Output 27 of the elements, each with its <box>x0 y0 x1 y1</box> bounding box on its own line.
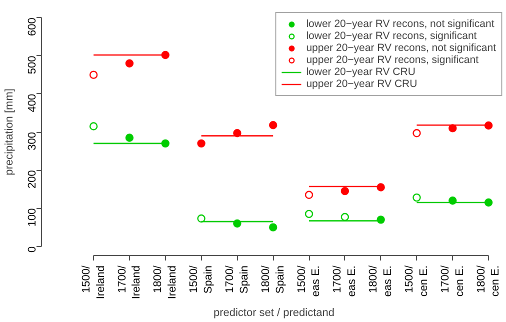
y-tick-label: 0 <box>26 246 38 252</box>
y-tick-label: 400 <box>26 94 38 112</box>
x-tick-label: 1500/ eas E. <box>296 264 322 297</box>
x-tick-label: 1700/ Spain <box>224 264 250 294</box>
y-axis-title: precipitation [mm] <box>4 88 16 176</box>
legend-label: lower 20−year RV recons, not significant <box>306 18 494 30</box>
y-tick-label: 500 <box>26 56 38 74</box>
legend-label: upper 20−year RV recons, not significant <box>306 42 496 54</box>
legend-label: lower 20−year RV recons, significant <box>306 30 477 42</box>
x-tick-label: 1500/ cen E. <box>404 264 430 297</box>
y-tick-label: 600 <box>26 18 38 36</box>
legend-label: upper 20−year RV recons, significant <box>306 54 478 66</box>
x-axis-title: predictor set / predictand <box>213 307 335 320</box>
y-tick-label: 200 <box>26 170 38 188</box>
x-tick-label: 1800/ Ireland <box>152 264 179 300</box>
x-tick-label: 1700/ cen E. <box>439 264 466 297</box>
x-tick-label: 1500/ Ireland <box>80 264 107 300</box>
x-tick-label: 1700/ Ireland <box>116 264 143 300</box>
legend-label: lower 20−year RV CRU <box>306 66 416 78</box>
y-tick-label: 300 <box>26 132 38 150</box>
y-tick-label: 100 <box>26 208 38 227</box>
x-tick-label: 1700/ eas E. <box>332 264 358 297</box>
x-tick-label: 1800/ eas E. <box>368 264 394 297</box>
x-tick-label: 1500/ Spain <box>188 264 214 294</box>
legend-label: upper 20−year RV CRU <box>306 78 418 90</box>
x-tick-label: 1800/ cen E. <box>475 264 502 297</box>
x-tick-label: 1800/ Spain <box>260 264 286 294</box>
